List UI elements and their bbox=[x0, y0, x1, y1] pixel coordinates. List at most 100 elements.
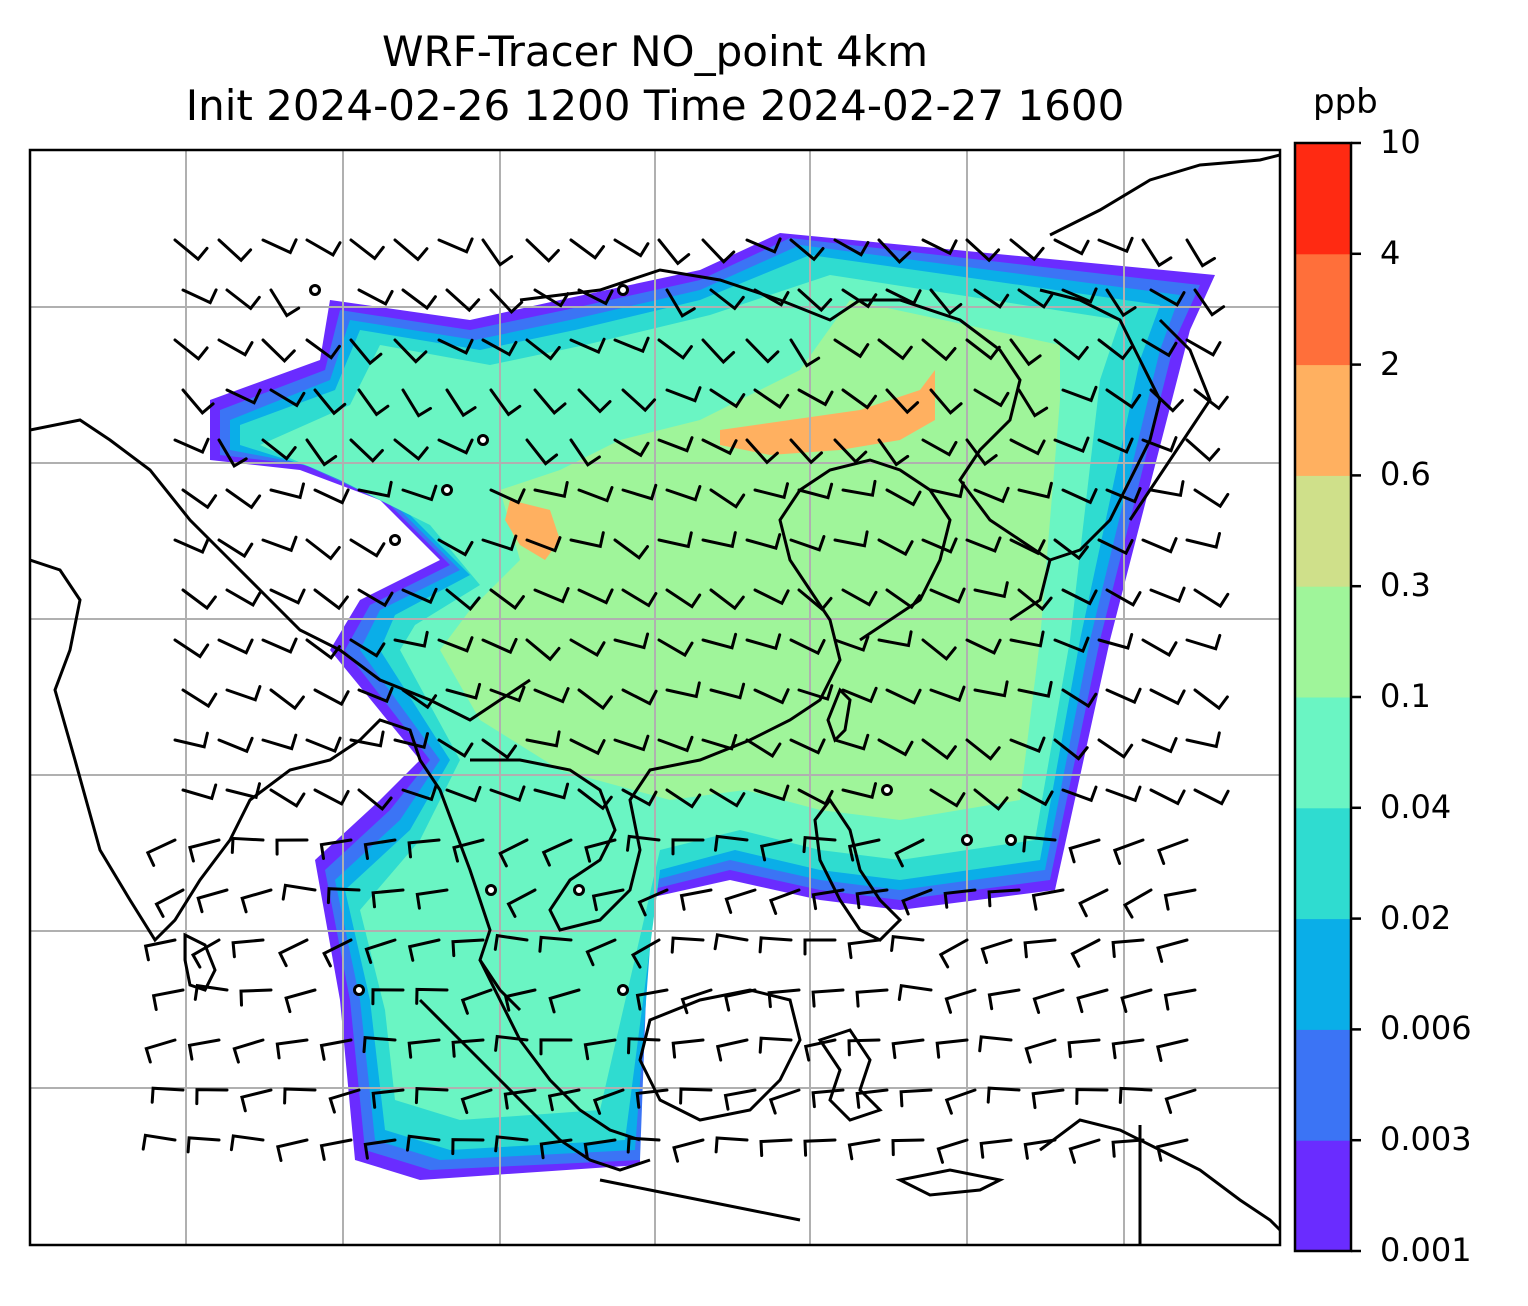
wind-barb bbox=[1023, 1138, 1057, 1160]
wind-barb bbox=[363, 1138, 397, 1160]
wind-barb bbox=[538, 935, 573, 953]
wind-barb bbox=[938, 938, 969, 969]
wind-barb bbox=[627, 1037, 661, 1055]
coastline-indochina bbox=[470, 458, 952, 932]
wind-barb bbox=[371, 988, 405, 1006]
wind-barb bbox=[1053, 436, 1090, 453]
wind-barb bbox=[935, 1038, 969, 1059]
wind-barb bbox=[261, 338, 296, 364]
wind-barb bbox=[181, 783, 218, 801]
coastline-malay-peninsula bbox=[478, 959, 641, 1142]
wind-barb bbox=[225, 685, 262, 702]
wind-barb bbox=[533, 388, 567, 416]
wind-barb bbox=[460, 1088, 493, 1115]
wind-barb bbox=[393, 438, 429, 461]
wind-barb bbox=[225, 288, 261, 311]
wind-barb bbox=[965, 338, 1001, 361]
wind-barb bbox=[1009, 238, 1045, 262]
wind-barb bbox=[305, 438, 338, 467]
wind-barb bbox=[445, 288, 481, 313]
wind-barb bbox=[626, 834, 661, 852]
wind-barb bbox=[885, 388, 920, 415]
wind-barb bbox=[269, 482, 305, 500]
wind-barb bbox=[803, 1138, 837, 1157]
wind-barb bbox=[1149, 480, 1185, 498]
wind-barb bbox=[1149, 688, 1186, 706]
wind-barb bbox=[143, 938, 177, 962]
wind-barb bbox=[767, 988, 801, 1009]
wind-barb bbox=[701, 531, 737, 549]
wind-barb bbox=[349, 538, 386, 558]
wind-barb bbox=[401, 288, 437, 311]
wind-barb bbox=[577, 688, 613, 711]
wind-barb bbox=[921, 638, 957, 661]
wind-barb bbox=[768, 1088, 801, 1115]
wind-barb bbox=[613, 632, 650, 650]
wind-barb bbox=[539, 1138, 573, 1160]
wind-barb bbox=[797, 684, 834, 701]
wind-barb bbox=[847, 938, 881, 960]
wind-barb bbox=[577, 388, 612, 414]
wind-barb bbox=[493, 933, 529, 951]
wind-barb bbox=[173, 537, 210, 554]
wind-barb bbox=[1097, 633, 1134, 650]
wind-barb bbox=[753, 288, 790, 307]
colorbar-tick-label: 0.04 bbox=[1380, 787, 1452, 826]
wind-barb bbox=[349, 438, 384, 463]
wind-barb bbox=[357, 686, 394, 704]
colorbar-tick-label: 0.3 bbox=[1380, 566, 1431, 605]
wind-barb bbox=[1105, 487, 1142, 504]
wind-barb bbox=[1141, 436, 1178, 453]
wind-barb bbox=[313, 788, 350, 806]
calm-marker bbox=[617, 984, 629, 996]
wind-barb bbox=[973, 388, 1010, 408]
wind-barb bbox=[445, 588, 481, 612]
wind-barb bbox=[240, 1088, 273, 1113]
wind-barb bbox=[1031, 888, 1065, 911]
wind-barb bbox=[349, 730, 385, 748]
wind-barb bbox=[745, 738, 782, 758]
wind-barb bbox=[671, 838, 705, 856]
wind-barb bbox=[357, 388, 390, 417]
wind-barb bbox=[393, 630, 429, 648]
wind-barb bbox=[151, 988, 185, 1011]
wind-barb bbox=[1105, 388, 1142, 409]
wind-barb bbox=[877, 438, 910, 467]
colorbar-tick-label: 10 bbox=[1380, 123, 1421, 161]
wind-barb bbox=[577, 788, 613, 811]
wind-barb bbox=[357, 788, 393, 812]
wind-barb bbox=[592, 1088, 625, 1115]
wind-barb bbox=[701, 238, 736, 264]
wind-barb bbox=[841, 588, 878, 607]
wind-barb bbox=[709, 788, 746, 808]
wind-barb bbox=[445, 682, 482, 700]
wind-barb bbox=[987, 988, 1021, 1011]
wind-barb bbox=[1141, 238, 1173, 268]
wind-barb bbox=[181, 488, 218, 510]
wind-barb bbox=[929, 587, 966, 604]
wind-barb bbox=[281, 883, 317, 901]
wind-barb bbox=[1097, 437, 1134, 454]
colorbar-tick-label: 0.001 bbox=[1380, 1231, 1472, 1269]
wind-barb bbox=[789, 238, 825, 262]
wind-barb bbox=[1111, 1038, 1145, 1060]
map-title: WRF-Tracer NO_point 4km bbox=[381, 27, 929, 76]
wind-barb bbox=[437, 338, 474, 355]
wind-barb bbox=[577, 486, 614, 503]
wind-barb bbox=[539, 1038, 573, 1056]
calm-marker bbox=[353, 984, 365, 996]
wind-barb bbox=[569, 531, 605, 549]
wind-barb bbox=[541, 838, 573, 867]
wind-barb bbox=[613, 734, 650, 752]
wind-barb bbox=[621, 388, 657, 413]
wind-barb bbox=[944, 988, 977, 1014]
wind-barb bbox=[877, 738, 914, 757]
calm-marker bbox=[617, 284, 629, 296]
wind-barb bbox=[613, 438, 650, 458]
wind-barb bbox=[759, 838, 793, 862]
wind-barb bbox=[313, 688, 350, 707]
wind-barb bbox=[225, 488, 262, 510]
wind-barb bbox=[671, 1038, 705, 1059]
wind-barb bbox=[1141, 638, 1178, 657]
calm-markers bbox=[309, 284, 1017, 996]
